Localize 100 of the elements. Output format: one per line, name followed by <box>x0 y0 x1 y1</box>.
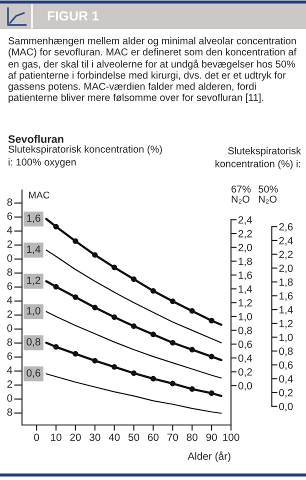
point <box>112 314 118 320</box>
y3-tick-label: 1,8 <box>279 278 293 288</box>
text: 2 <box>7 310 12 318</box>
point <box>112 264 118 270</box>
y2-tick-label: 2,4 <box>238 216 252 225</box>
text: 2 <box>7 240 12 248</box>
series-label: 1,0 <box>27 307 40 316</box>
text: 0 <box>7 324 12 332</box>
y2-tick-label: 2,0 <box>238 244 252 252</box>
text: 6 <box>7 282 12 290</box>
y3-tick-label: 1,2 <box>279 320 293 329</box>
y2-axis-title: 67% N₂O <box>232 186 251 204</box>
text: 6 <box>7 212 12 220</box>
x-tick-label: 80 <box>186 434 198 441</box>
y3-tick-label: 0,2 <box>279 389 293 398</box>
y2-tick-label: 1,6 <box>238 272 252 280</box>
text: Sevofluran <box>8 134 64 143</box>
text: 8 <box>7 408 12 416</box>
y2-tick-label: 0,8 <box>238 326 252 336</box>
point <box>189 386 195 392</box>
x-tick-label: 10 <box>51 434 62 441</box>
point <box>208 318 214 324</box>
text: 4 <box>7 366 12 374</box>
y2-tick-label: 2,2 <box>238 230 252 239</box>
x-tick-label: 40 <box>108 434 120 441</box>
y-axis-title: Slutekspiratorisk koncentration (%) i: 100% oxygen <box>8 145 162 168</box>
x-tick-label: 90 <box>206 434 217 441</box>
point <box>53 284 59 290</box>
line-series <box>45 342 222 398</box>
point <box>112 364 118 370</box>
y2-tick-label: 1,8 <box>238 258 252 266</box>
line-series <box>46 311 222 379</box>
y3-tick-label: 0,6 <box>279 361 293 370</box>
point <box>131 323 137 329</box>
y2-tick-label: 0,4 <box>238 354 252 364</box>
point <box>208 354 214 360</box>
y3-tick-label: 1,6 <box>279 292 293 301</box>
y2-tick-label: 1,0 <box>238 312 252 322</box>
annotation: MAC <box>29 192 50 198</box>
chart-title: FIGUR 1 <box>48 11 99 21</box>
point <box>170 340 176 346</box>
x-tick-label: 70 <box>167 434 178 441</box>
y3-tick-label: 1,0 <box>279 334 293 342</box>
text: 8 <box>7 338 12 346</box>
y3-tick-label: 2,4 <box>279 236 293 246</box>
point <box>53 344 59 350</box>
series-label: 1,2 <box>27 276 40 286</box>
y2-tick-label: 1,2 <box>238 299 252 308</box>
series-label: 1,6 <box>27 214 40 224</box>
x-tick-label: 100 <box>223 434 240 441</box>
point <box>72 294 78 300</box>
point <box>189 346 195 352</box>
point <box>189 308 195 314</box>
text: 4 <box>7 296 12 304</box>
y3-tick-label: 0,0 <box>279 402 293 412</box>
text: 0 <box>7 394 12 402</box>
series-label: 0,8 <box>26 338 40 347</box>
point <box>92 304 98 310</box>
y3-tick-label: 2,2 <box>279 250 293 260</box>
text: Slutekspiratorisk koncentration (%) i: <box>216 147 302 170</box>
y3-axis-title: 50% N₂O <box>258 186 278 204</box>
y3-tick-label: 0,8 <box>279 348 293 356</box>
line-series <box>45 280 222 362</box>
point <box>150 332 156 338</box>
point <box>53 224 59 230</box>
line-series <box>46 373 222 414</box>
text: 6 <box>7 352 12 360</box>
point <box>208 390 214 396</box>
point <box>131 276 137 282</box>
point <box>72 238 78 244</box>
text: 2 <box>7 380 12 388</box>
point <box>92 252 98 258</box>
y2-tick-label: 0,0 <box>238 382 252 391</box>
y3-tick-label: 2,0 <box>279 264 293 274</box>
series-label: 0,6 <box>26 369 40 378</box>
point <box>170 380 176 386</box>
line-series <box>46 250 222 344</box>
series-label: 1,4 <box>27 246 40 254</box>
point <box>170 298 176 304</box>
y3-tick-label: 2,6 <box>279 223 293 232</box>
x-tick-label: 30 <box>90 434 100 441</box>
x-tick-label: 50 <box>128 434 140 441</box>
x-axis-title: Alder (år) <box>188 451 230 462</box>
y3-tick-label: 0,4 <box>279 375 293 384</box>
y3-tick-label: 1,4 <box>279 306 293 315</box>
text: 8 <box>7 268 12 276</box>
y2-tick-label: 0,6 <box>238 340 252 350</box>
point <box>92 358 98 364</box>
y2-tick-label: 1,4 <box>238 285 252 294</box>
x-tick-label: 0 <box>34 434 40 441</box>
point <box>72 351 78 357</box>
y2-tick-label: 0,2 <box>238 368 252 377</box>
text: 0 <box>7 254 12 262</box>
text: 4 <box>7 226 12 234</box>
line-series <box>45 218 222 326</box>
x-tick-label: 20 <box>70 434 81 441</box>
x-tick-label: 60 <box>148 434 159 441</box>
point <box>150 376 156 382</box>
point <box>150 288 156 294</box>
point <box>131 370 137 376</box>
